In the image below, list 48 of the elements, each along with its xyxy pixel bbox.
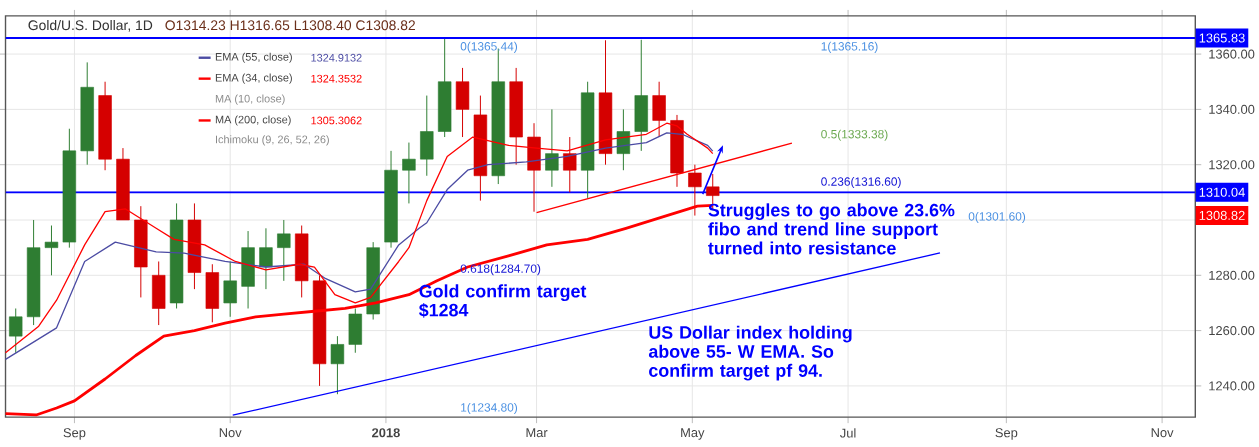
candlestick xyxy=(330,335,345,395)
x-tick-label: Mar xyxy=(526,428,548,438)
x-tick-label: Jul xyxy=(840,428,856,438)
candlestick xyxy=(616,108,631,171)
y-tick-label: 1360.00 xyxy=(1209,49,1255,59)
candlestick xyxy=(545,108,559,188)
y-tick-label: 1280.00 xyxy=(1209,270,1255,280)
annotation: 0(1365.44) xyxy=(460,41,518,53)
candlestick xyxy=(688,164,702,217)
legend-label: EMA (34, close) xyxy=(215,73,292,84)
annotation: 0.5(1333.38) xyxy=(821,129,888,141)
legend-label: EMA (55, close) xyxy=(215,52,292,63)
candlestick xyxy=(277,219,291,282)
x-tick-label: May xyxy=(681,428,705,440)
annotation: Struggles to go above 23.6% fibo and trend line support turned into resistance xyxy=(708,203,955,255)
y-tick-label: 1260.00 xyxy=(1209,326,1255,336)
candlestick xyxy=(223,260,237,318)
x-tick-label: 2018 xyxy=(372,428,400,438)
y-tick-label: 1340.00 xyxy=(1209,104,1255,114)
ref-line-label: 1365.83 xyxy=(1199,33,1245,43)
annotation: 1305.3062 xyxy=(311,116,362,125)
candlestick xyxy=(44,225,59,276)
x-tick-label: Sep xyxy=(63,428,86,440)
candlestick xyxy=(563,136,577,193)
annotation: 1(1365.16) xyxy=(821,41,878,53)
candlestick xyxy=(402,142,416,204)
annotation: 1(1234.80) xyxy=(461,402,518,414)
y-tick-label: 1240.00 xyxy=(1209,381,1255,391)
x-tick-label: Nov xyxy=(1151,428,1174,438)
annotation: US Dollar index holding above 55- W EMA. So confirm target pf 94. xyxy=(648,325,852,381)
y-tick-label: 1320.00 xyxy=(1209,160,1255,170)
annotation: 1324.3532 xyxy=(311,74,362,83)
ref-line-label: 1310.04 xyxy=(1199,187,1245,197)
chart-title: Gold/U.S. Dollar, 1D xyxy=(28,19,153,32)
x-tick-label: Nov xyxy=(219,428,242,438)
candlestick xyxy=(9,307,23,354)
annotation: 0.618(1284.70) xyxy=(460,264,541,276)
x-tick-label: Sep xyxy=(995,428,1018,440)
annotation: 1324.9132 xyxy=(311,53,362,62)
annotation: MA (10, close) xyxy=(215,94,285,105)
chart-subtitle: O1314.23 H1316.65 L1308.40 C1308.82 xyxy=(165,20,415,31)
annotation: Gold confirm target $1284 xyxy=(419,284,587,318)
annotation: 0(1301.60) xyxy=(968,211,1026,223)
legend-label: MA (200, close) xyxy=(215,115,291,126)
annotation: 0.236(1316.60) xyxy=(821,176,901,189)
text: 1308.82 xyxy=(1199,210,1245,220)
candlestick xyxy=(259,227,273,290)
annotation: Ichimoku (9, 26, 52, 26) xyxy=(215,135,329,146)
